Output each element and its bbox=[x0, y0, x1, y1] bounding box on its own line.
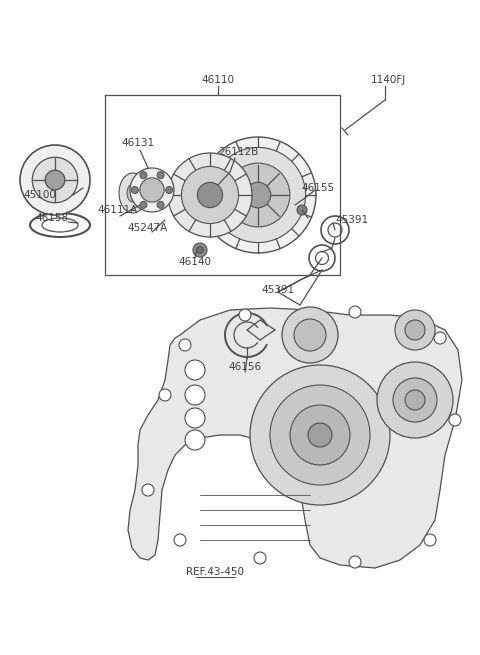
Text: 46155: 46155 bbox=[301, 183, 335, 193]
Circle shape bbox=[185, 430, 205, 450]
Circle shape bbox=[294, 319, 326, 351]
Circle shape bbox=[245, 182, 271, 208]
Circle shape bbox=[197, 182, 223, 208]
Text: 46156: 46156 bbox=[228, 362, 262, 372]
Circle shape bbox=[179, 339, 191, 351]
Circle shape bbox=[140, 201, 147, 208]
Circle shape bbox=[45, 170, 65, 190]
Circle shape bbox=[185, 385, 205, 405]
Circle shape bbox=[210, 147, 306, 242]
Circle shape bbox=[185, 360, 205, 380]
Circle shape bbox=[130, 168, 174, 212]
Circle shape bbox=[239, 309, 251, 321]
Circle shape bbox=[166, 187, 173, 193]
Circle shape bbox=[282, 307, 338, 363]
Circle shape bbox=[132, 187, 138, 193]
Text: 46131: 46131 bbox=[121, 138, 155, 148]
Circle shape bbox=[140, 178, 164, 202]
Text: 46140: 46140 bbox=[179, 257, 212, 267]
Ellipse shape bbox=[119, 173, 147, 213]
Circle shape bbox=[393, 378, 437, 422]
Circle shape bbox=[405, 390, 425, 410]
Circle shape bbox=[185, 408, 205, 428]
Circle shape bbox=[270, 385, 370, 485]
Circle shape bbox=[142, 484, 154, 496]
Circle shape bbox=[395, 310, 435, 350]
Circle shape bbox=[349, 556, 361, 568]
Text: 46158: 46158 bbox=[36, 213, 69, 223]
Text: 1140FJ: 1140FJ bbox=[371, 75, 406, 85]
Circle shape bbox=[140, 172, 147, 179]
Circle shape bbox=[157, 172, 164, 179]
Circle shape bbox=[290, 405, 350, 465]
Text: 45100: 45100 bbox=[24, 190, 57, 200]
Circle shape bbox=[159, 389, 171, 401]
Text: 26112B: 26112B bbox=[218, 147, 258, 157]
Circle shape bbox=[449, 414, 461, 426]
Circle shape bbox=[434, 332, 446, 344]
Ellipse shape bbox=[127, 184, 139, 202]
Circle shape bbox=[200, 137, 316, 253]
Circle shape bbox=[254, 552, 266, 564]
Circle shape bbox=[405, 320, 425, 340]
Polygon shape bbox=[128, 308, 462, 568]
Text: 45391: 45391 bbox=[262, 285, 295, 295]
Text: 45391: 45391 bbox=[335, 215, 368, 225]
Circle shape bbox=[193, 243, 207, 257]
Circle shape bbox=[196, 246, 204, 253]
Circle shape bbox=[377, 362, 453, 438]
Circle shape bbox=[226, 163, 290, 227]
Circle shape bbox=[168, 153, 252, 237]
Circle shape bbox=[308, 423, 332, 447]
Circle shape bbox=[349, 306, 361, 318]
Circle shape bbox=[181, 166, 239, 223]
Circle shape bbox=[174, 534, 186, 546]
Text: 45247A: 45247A bbox=[128, 223, 168, 233]
Circle shape bbox=[250, 365, 390, 505]
Circle shape bbox=[297, 205, 307, 215]
Circle shape bbox=[424, 534, 436, 546]
Circle shape bbox=[20, 145, 90, 215]
Text: 46111A: 46111A bbox=[98, 205, 138, 215]
Circle shape bbox=[32, 157, 78, 203]
Circle shape bbox=[157, 201, 164, 208]
Text: 46110: 46110 bbox=[202, 75, 235, 85]
Text: REF.43-450: REF.43-450 bbox=[186, 567, 244, 577]
